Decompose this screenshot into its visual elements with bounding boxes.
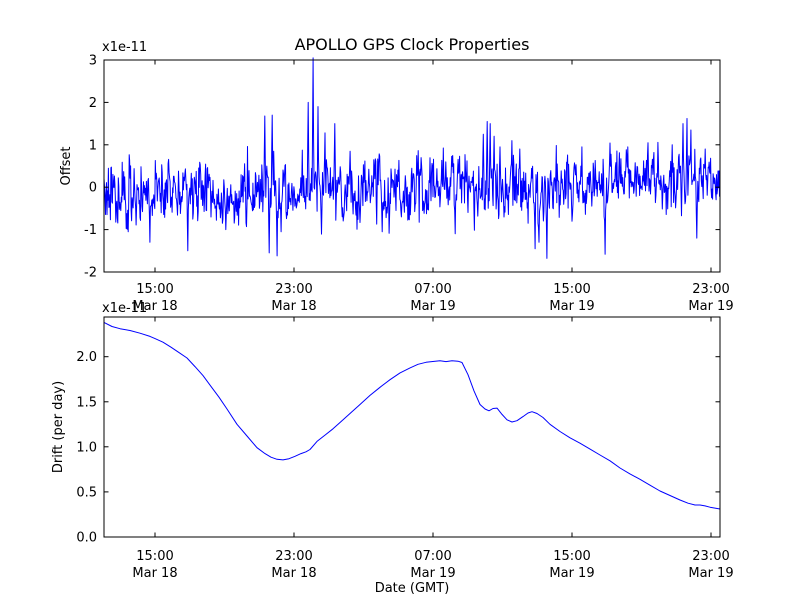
x-tick-label: Mar 19 — [549, 566, 594, 581]
x-tick-label: Mar 18 — [271, 299, 316, 314]
x-tick-label: 23:00 — [275, 282, 312, 297]
x-tick-label: Mar 19 — [549, 299, 594, 314]
y-tick-label: 0.5 — [76, 485, 97, 500]
x-tick-label: 23:00 — [692, 282, 729, 297]
offset-y-axis-label: Offset — [59, 146, 74, 185]
x-tick-label: 15:00 — [136, 282, 173, 297]
x-tick-label: 23:00 — [692, 549, 729, 564]
y-tick-label: 0.0 — [76, 531, 97, 546]
x-tick-label: Mar 19 — [688, 566, 733, 581]
x-tick-label: Mar 19 — [410, 566, 455, 581]
x-tick-label: 15:00 — [553, 549, 590, 564]
offset-axes-frame — [103, 59, 721, 273]
offset-subplot: 15:00 Mar 18 23:00 Mar 18 07:00 Mar 19 15:00 Ma… — [84, 54, 734, 315]
y-tick-label: 2.0 — [76, 350, 97, 365]
drift-y-multiplier: x1e-11 — [102, 301, 147, 316]
x-tick-label: 07:00 — [414, 549, 451, 564]
x-axis-label: Date (GMT) — [375, 581, 450, 596]
y-tick-label: 2 — [89, 96, 97, 111]
x-tick-label: 15:00 — [553, 282, 590, 297]
y-tick-label: 1 — [89, 138, 97, 153]
y-tick-label: 1.5 — [76, 395, 97, 410]
x-tick-label: Mar 18 — [271, 566, 316, 581]
x-tick-label: 15:00 — [136, 549, 173, 564]
drift-y-axis-label: Drift (per day) — [51, 381, 66, 473]
y-tick-label: 0 — [89, 181, 97, 196]
offset-y-multiplier: x1e-11 — [102, 40, 147, 55]
chart-title: APOLLO GPS Clock Properties — [295, 35, 530, 54]
drift-series-line — [103, 321, 721, 510]
x-tick-label: Mar 19 — [410, 299, 455, 314]
offset-series-line — [103, 57, 721, 259]
drift-subplot: 15:00 Mar 18 23:00 Mar 18 07:00 Mar 19 15:00 Ma… — [76, 316, 734, 581]
y-tick-label: -1 — [84, 223, 97, 238]
x-tick-label: Mar 19 — [688, 299, 733, 314]
x-tick-label: 07:00 — [414, 282, 451, 297]
y-tick-label: 3 — [89, 54, 97, 69]
x-tick-label: Mar 18 — [132, 299, 177, 314]
y-tick-label: -2 — [84, 266, 97, 281]
x-tick-label: Mar 18 — [132, 566, 177, 581]
x-tick-label: 23:00 — [275, 549, 312, 564]
y-tick-label: 1.0 — [76, 440, 97, 455]
drift-axes-frame — [103, 316, 721, 538]
